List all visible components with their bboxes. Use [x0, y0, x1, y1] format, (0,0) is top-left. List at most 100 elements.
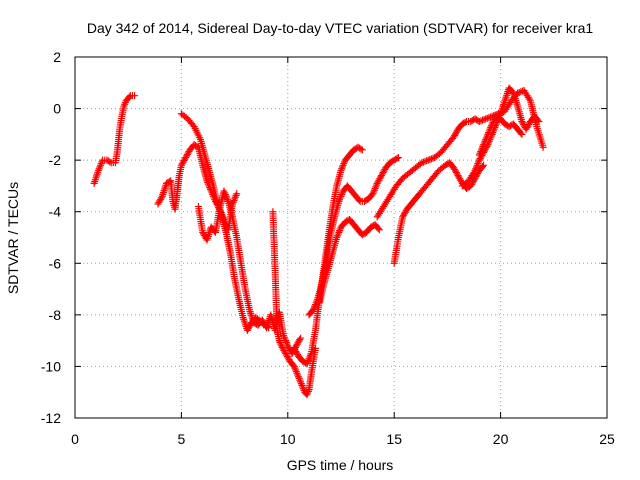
data-marker-fill	[362, 196, 371, 205]
data-point	[471, 166, 479, 174]
data-marker-fill	[333, 168, 344, 188]
data-marker-fill	[372, 222, 382, 232]
data-marker-fill	[351, 144, 361, 153]
data-marker-fill	[276, 310, 287, 337]
data-point	[220, 187, 228, 195]
data-marker-fill	[455, 121, 465, 132]
chart-title: Day 342 of 2014, Sidereal Day-to-day VTE…	[87, 20, 593, 36]
data-marker-fill	[355, 144, 365, 153]
data-point	[290, 344, 298, 352]
data-point	[488, 120, 496, 128]
data-point	[399, 213, 407, 221]
data-marker-fill	[381, 194, 393, 209]
data-marker-fill	[502, 121, 512, 130]
data-point	[373, 179, 381, 187]
data-marker-fill	[291, 346, 302, 359]
data-marker-fill	[329, 184, 340, 211]
data-point	[518, 130, 526, 138]
data-marker-fill	[125, 93, 133, 101]
y-tick-label: -12	[41, 410, 61, 426]
data-marker-fill	[432, 150, 443, 160]
data-marker-fill	[299, 385, 308, 394]
data-marker-fill	[468, 176, 478, 188]
data-point	[120, 102, 128, 110]
data-marker-fill	[291, 364, 302, 379]
data-point	[539, 143, 547, 151]
data-marker-fill	[366, 191, 376, 202]
data-point	[522, 125, 530, 133]
data-marker-fill	[489, 114, 499, 126]
data-marker-fill	[468, 116, 478, 125]
data-marker-fill	[451, 165, 461, 178]
data-marker-fill	[322, 233, 334, 265]
data-marker-fill	[227, 251, 238, 281]
data-point	[337, 166, 345, 174]
data-marker-fill	[417, 183, 429, 196]
data-marker-fill	[515, 87, 526, 96]
data-marker-fill	[283, 351, 293, 364]
chart-axes: 0 5 10 15 20 25 -12 -10 -8 -6 -4 -2 0 2	[41, 49, 615, 447]
data-point	[94, 166, 102, 174]
data-series	[90, 92, 139, 187]
data-series	[373, 87, 547, 221]
data-point	[450, 164, 458, 172]
data-point	[518, 117, 526, 125]
data-marker-fill	[485, 122, 495, 137]
data-point	[475, 117, 483, 125]
data-marker-fill	[178, 155, 189, 168]
data-point	[369, 190, 377, 198]
data-marker-fill	[460, 178, 471, 189]
data-marker-fill	[472, 158, 483, 173]
data-marker-fill	[360, 229, 369, 238]
data-marker-fill	[95, 158, 106, 173]
data-marker-fill	[349, 188, 359, 199]
data-marker-fill	[400, 207, 410, 219]
data-point	[299, 383, 307, 391]
data-marker-fill	[342, 152, 352, 163]
data-marker-fill	[407, 165, 418, 176]
data-point	[277, 342, 285, 350]
data-point	[290, 362, 298, 370]
data-point	[182, 154, 190, 162]
data-marker-fill	[287, 359, 297, 369]
data-marker-fill	[246, 308, 257, 325]
data-marker-fill	[195, 205, 206, 234]
data-marker-fill	[426, 154, 437, 163]
data-marker-fill	[338, 158, 349, 173]
x-tick-label: 15	[386, 431, 402, 447]
data-marker-fill	[387, 184, 399, 199]
data-marker-fill	[460, 118, 469, 127]
data-marker-fill	[185, 116, 197, 129]
data-point	[275, 337, 283, 345]
data-marker-fill	[404, 201, 414, 212]
data-marker-fill	[237, 261, 249, 291]
data-point	[480, 161, 488, 169]
data-series	[305, 154, 402, 319]
data-marker-fill	[187, 142, 197, 153]
data-point	[418, 159, 426, 167]
data-marker-fill	[502, 99, 514, 113]
data-point	[454, 172, 462, 180]
data-marker-fill	[374, 204, 386, 219]
data-marker-fill	[183, 147, 193, 160]
data-marker-fill	[304, 387, 312, 397]
data-point	[482, 115, 490, 123]
data-point	[303, 391, 311, 399]
y-tick-label: 2	[53, 49, 61, 65]
data-marker-fill	[91, 168, 102, 186]
data-marker-fill	[510, 91, 521, 108]
data-marker-fill	[498, 116, 508, 127]
data-point	[282, 350, 290, 358]
data-marker-fill	[347, 217, 357, 227]
y-tick-label: -2	[49, 152, 62, 168]
data-point	[303, 360, 311, 368]
data-marker-fill	[472, 116, 482, 125]
data-marker-fill	[229, 191, 240, 206]
x-tick-label: 5	[178, 431, 186, 447]
data-marker-fill	[447, 160, 457, 171]
y-tick-label: -8	[49, 307, 62, 323]
data-marker-fill	[179, 111, 190, 122]
y-tick-label: 0	[53, 101, 61, 117]
data-marker-fill	[443, 160, 452, 168]
